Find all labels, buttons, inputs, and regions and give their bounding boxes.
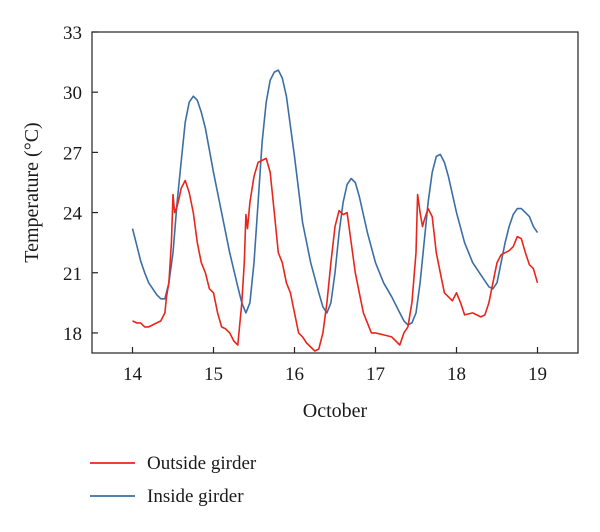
series-line-1	[131, 69, 539, 326]
y-tick-label: 27	[63, 143, 82, 164]
series-layer	[131, 69, 539, 352]
x-tick-label: 15	[204, 364, 223, 385]
y-axis-title: Temperature (°C)	[21, 122, 43, 262]
legend-label-0: Outside girder	[147, 453, 257, 474]
x-tick-label: 14	[123, 364, 143, 385]
x-axis-title: October	[303, 400, 368, 422]
x-tick-label: 17	[366, 364, 385, 385]
legend-label-1: Inside girder	[147, 486, 244, 507]
y-tick-label: 24	[63, 204, 83, 225]
ticks-layer: 14 15 16 17 18 19 18 21 24 27 30 33	[63, 23, 547, 385]
y-tick-label: 30	[63, 83, 82, 104]
y-tick-label: 21	[63, 264, 82, 285]
y-tick-label: 33	[63, 23, 82, 44]
series-line-0	[132, 157, 539, 352]
legend: Outside girder Inside girder	[90, 453, 257, 507]
x-tick-label: 18	[447, 364, 466, 385]
x-tick-label: 19	[528, 364, 547, 385]
y-tick-label: 18	[63, 324, 82, 345]
plot-frame	[91, 31, 579, 354]
x-tick-label: 16	[285, 364, 304, 385]
